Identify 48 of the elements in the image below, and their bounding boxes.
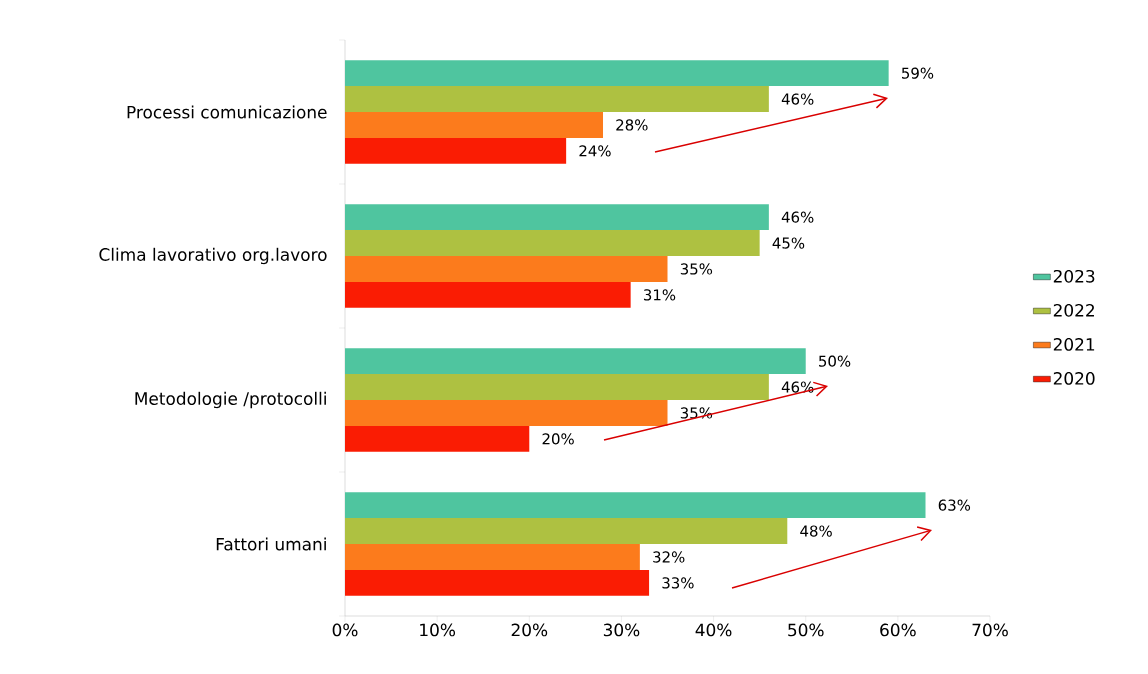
bar: [345, 204, 769, 231]
data-label: 24%: [579, 145, 611, 157]
x-tick-label: 20%: [511, 623, 548, 637]
data-label: 59%: [902, 67, 934, 79]
data-label: 45%: [772, 237, 805, 249]
y-tick-label: Processi comunicazione: [127, 105, 327, 119]
x-tick-label: 60%: [880, 623, 916, 637]
data-label: 32%: [653, 551, 685, 563]
data-label: 28%: [616, 119, 648, 131]
bar: [345, 374, 769, 400]
data-label: 48%: [800, 525, 832, 537]
bar: [345, 281, 631, 308]
data-label: 31%: [643, 289, 676, 301]
y-tick-label: Fattori umani: [216, 537, 326, 551]
bar: [345, 518, 788, 545]
x-tick-label: 40%: [695, 623, 732, 637]
data-label: 50%: [819, 355, 851, 367]
bar: [345, 230, 760, 256]
bar: [345, 256, 668, 282]
legend-label: 2020: [1053, 372, 1095, 385]
bar: [345, 544, 640, 570]
data-label: 33%: [662, 577, 694, 589]
data-label: 35%: [680, 407, 713, 419]
bar: [345, 425, 530, 452]
bar: [345, 348, 806, 375]
data-label: 20%: [542, 433, 574, 445]
legend-label: 2023: [1053, 269, 1095, 283]
bar: [345, 492, 926, 519]
legend-label: 2022: [1053, 303, 1094, 317]
legend-label: 2021: [1053, 337, 1095, 351]
x-tick-label: 10%: [420, 623, 456, 637]
data-label: 63%: [938, 499, 971, 511]
bar: [345, 137, 567, 164]
data-label: 46%: [781, 93, 814, 105]
data-label: 35%: [680, 263, 713, 275]
data-label: 46%: [781, 381, 814, 393]
y-tick-label: Metodologie /protocolli: [135, 391, 326, 409]
bar: [345, 86, 769, 112]
bar: [345, 400, 668, 426]
data-label: 46%: [781, 211, 814, 223]
bar: [345, 569, 650, 596]
x-tick-label: 50%: [788, 623, 824, 637]
bar: [345, 112, 603, 138]
x-tick-label: 0%: [332, 623, 358, 637]
x-tick-label: 70%: [972, 623, 1008, 637]
x-tick-label: 30%: [603, 623, 640, 637]
bar: [345, 60, 889, 87]
y-tick-label: Clima lavorativo org.lavoro: [99, 247, 327, 265]
